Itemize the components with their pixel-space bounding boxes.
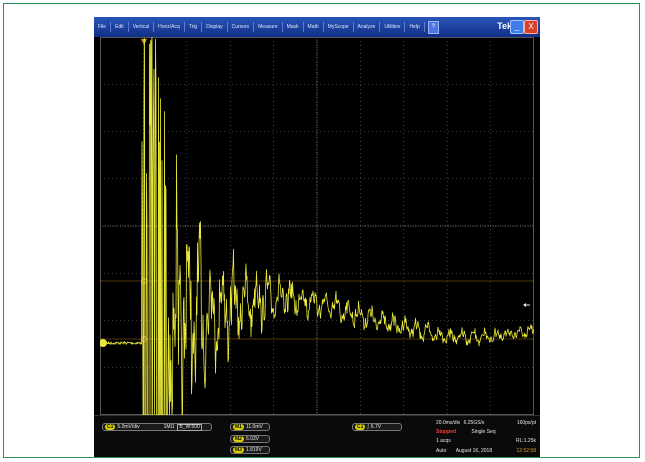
grid-border	[100, 37, 534, 415]
help-question-icon[interactable]: ?	[427, 20, 439, 34]
measurement-2-badge: M2	[233, 436, 244, 442]
menu-help[interactable]: Help	[405, 22, 425, 32]
timebase: 20.0ms/div	[436, 420, 461, 426]
menu-myscope[interactable]: MyScope	[324, 22, 354, 32]
menu-utilities[interactable]: Utilities	[380, 22, 406, 32]
menu-file[interactable]: File	[94, 22, 112, 32]
measurement-1[interactable]: M1 11.0mV	[230, 423, 270, 431]
ch1-bandwidth: B_W:500	[177, 423, 202, 431]
measurement-2[interactable]: M2 6.03V	[230, 435, 270, 443]
close-button[interactable]: X	[524, 20, 538, 34]
menu-math[interactable]: Math	[304, 22, 324, 32]
trace-group	[100, 37, 534, 415]
measurement-2-value: 6.03V	[245, 436, 260, 442]
figure-frame	[3, 3, 640, 458]
trigger-level-arrow-head	[523, 303, 526, 307]
menu-trig[interactable]: Trig	[185, 22, 203, 32]
run-state: Stopped	[436, 429, 456, 435]
acq-mode: Single Seq	[471, 429, 496, 435]
measurement-3-value: 1.819V	[245, 447, 262, 453]
trigger-position-marker	[141, 39, 147, 45]
resolution: 160ps/pt	[516, 420, 536, 426]
measurement-3[interactable]: M3 1.819V	[230, 446, 270, 454]
sample-rate: 6.25GS/s	[463, 420, 485, 426]
date: August 16, 2018	[455, 448, 493, 454]
ch1-scale: 5.0mV/div	[117, 424, 140, 430]
menu-measure[interactable]: Measure	[254, 22, 283, 32]
ch1-impedance: 1MΩ	[163, 424, 175, 430]
record-length: RL:1.25k	[515, 438, 536, 444]
trigger-source-badge: C1	[355, 424, 366, 430]
menu-cursors[interactable]: Cursors	[228, 22, 255, 32]
acq-count: 1 acqs	[436, 438, 451, 444]
measurement-1-badge: M1	[233, 424, 244, 430]
brand-logo: Tek	[497, 21, 512, 31]
menu-mask[interactable]: Mask	[283, 22, 304, 32]
measurement-3-badge: M3	[233, 447, 244, 453]
trigger-level: 6.7V	[370, 424, 382, 430]
menu-edit[interactable]: Edit	[111, 22, 129, 32]
menu-display[interactable]: Display	[202, 22, 228, 32]
menu-analyze[interactable]: Analyze	[354, 22, 381, 32]
trigger-mode: Auto	[436, 448, 447, 454]
oscilloscope-window: File Edit Vertical Horiz/Acq Trig Displa…	[94, 17, 540, 457]
minimize-button[interactable]: _	[510, 20, 524, 34]
graticule	[100, 37, 534, 415]
menu-vertical[interactable]: Vertical	[129, 22, 155, 32]
status-bar: C1 5.0mV/div 1MΩ B_W:500 M1 11.0mV M2 6.…	[94, 415, 540, 457]
trigger-readout[interactable]: C1 ∫ 6.7V	[352, 423, 402, 431]
ch1-waveform-trace	[100, 37, 534, 415]
acquisition-info[interactable]: 20.0ms/div 6.25GS/s 160ps/pt Stopped Sin…	[434, 419, 538, 457]
ch1-readout[interactable]: C1 5.0mV/div 1MΩ B_W:500	[102, 423, 212, 431]
menu-horiz-acq[interactable]: Horiz/Acq	[154, 22, 185, 32]
trigger-edge-icon: ∫	[367, 424, 369, 430]
ch1-badge: C1	[105, 424, 116, 430]
menu-bar: File Edit Vertical Horiz/Acq Trig Displa…	[94, 17, 540, 37]
measurement-1-value: 11.0mV	[245, 424, 263, 430]
waveform-display[interactable]	[100, 37, 534, 415]
time: 12:52:58	[516, 448, 536, 454]
